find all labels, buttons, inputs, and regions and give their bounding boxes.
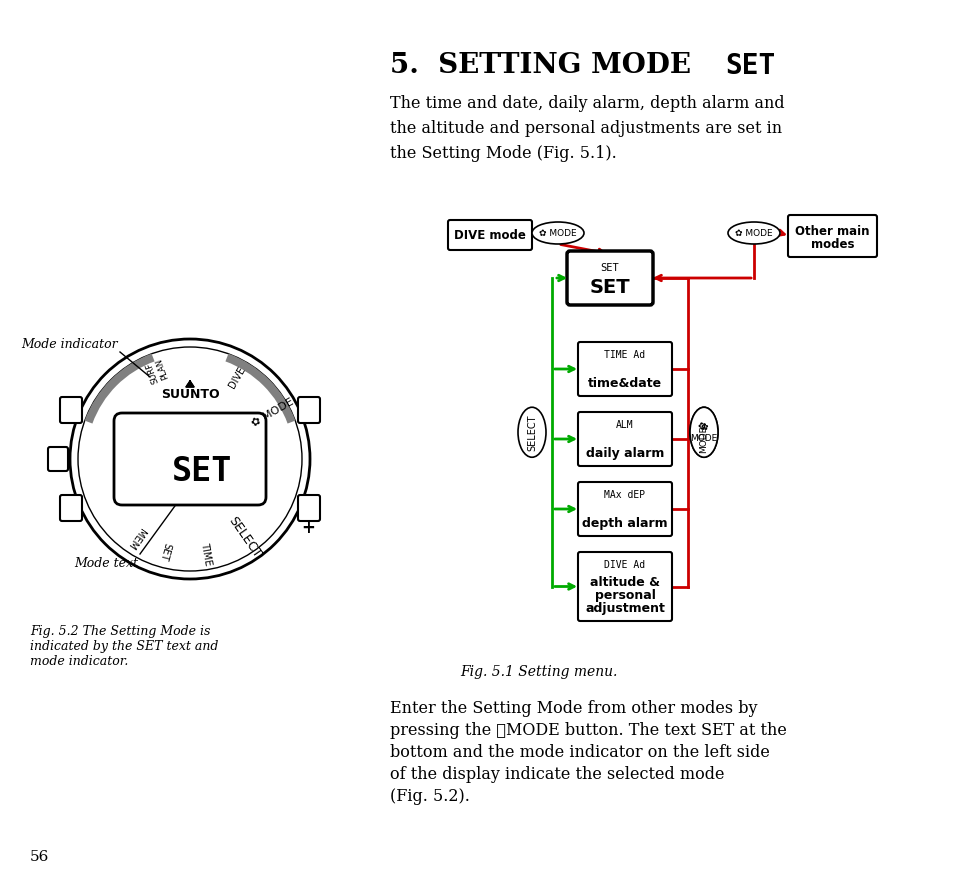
- Ellipse shape: [689, 407, 718, 457]
- Text: Fig. 5.2 The Setting Mode is
indicated by the SET text and
mode indicator.: Fig. 5.2 The Setting Mode is indicated b…: [30, 624, 218, 667]
- Text: 56: 56: [30, 849, 50, 863]
- Text: Mode text: Mode text: [74, 557, 138, 569]
- Text: SET: SET: [724, 52, 775, 80]
- Text: The time and date, daily alarm, depth alarm and
the altitude and personal adjust: The time and date, daily alarm, depth al…: [390, 95, 783, 162]
- FancyBboxPatch shape: [566, 252, 652, 306]
- FancyBboxPatch shape: [297, 398, 319, 423]
- FancyBboxPatch shape: [60, 398, 82, 423]
- Text: MAx dEP: MAx dEP: [604, 489, 645, 500]
- Text: MEM: MEM: [125, 525, 146, 550]
- Text: SET: SET: [172, 455, 233, 487]
- FancyBboxPatch shape: [297, 495, 319, 522]
- Text: time&date: time&date: [587, 377, 661, 390]
- FancyBboxPatch shape: [787, 216, 876, 258]
- FancyBboxPatch shape: [60, 495, 82, 522]
- Text: ✿ MODE: ✿ MODE: [735, 229, 772, 238]
- FancyBboxPatch shape: [578, 482, 671, 536]
- Text: Enter the Setting Mode from other modes by: Enter the Setting Mode from other modes …: [390, 699, 757, 716]
- Text: Fig. 5.1 Setting menu.: Fig. 5.1 Setting menu.: [459, 665, 617, 678]
- Text: Mode indicator: Mode indicator: [21, 338, 118, 350]
- Text: adjustment: adjustment: [584, 601, 664, 615]
- Text: daily alarm: daily alarm: [585, 447, 663, 459]
- Text: SELECT: SELECT: [526, 414, 537, 451]
- FancyBboxPatch shape: [448, 220, 532, 251]
- Text: Other main: Other main: [795, 226, 869, 238]
- Text: personal: personal: [594, 588, 655, 601]
- Polygon shape: [186, 382, 193, 387]
- FancyBboxPatch shape: [113, 414, 266, 506]
- Text: pressing the ⓂMODE button. The text SET at the: pressing the ⓂMODE button. The text SET …: [390, 721, 786, 738]
- Circle shape: [78, 348, 302, 572]
- Text: SELECT: SELECT: [225, 515, 263, 560]
- Text: SURF
PLAN: SURF PLAN: [145, 356, 171, 384]
- FancyBboxPatch shape: [48, 448, 68, 471]
- Ellipse shape: [532, 223, 583, 245]
- Text: TIME Ad: TIME Ad: [604, 349, 645, 360]
- Text: SUUNTO: SUUNTO: [160, 388, 219, 401]
- Text: DIVE mode: DIVE mode: [454, 229, 525, 242]
- Text: TIME: TIME: [199, 541, 213, 565]
- Ellipse shape: [727, 223, 780, 245]
- Text: altitude &: altitude &: [589, 575, 659, 588]
- Text: +: +: [301, 518, 314, 536]
- FancyBboxPatch shape: [578, 413, 671, 466]
- Text: ✿ MODE: ✿ MODE: [250, 396, 294, 428]
- Ellipse shape: [517, 407, 545, 457]
- FancyBboxPatch shape: [578, 552, 671, 622]
- Text: ✿
MODE: ✿ MODE: [690, 423, 717, 443]
- Text: ALM: ALM: [616, 420, 633, 429]
- Text: 5.  SETTING MODE: 5. SETTING MODE: [390, 52, 690, 79]
- Text: ✿: ✿: [699, 421, 708, 428]
- Ellipse shape: [689, 407, 718, 457]
- Text: MODE: MODE: [699, 425, 708, 452]
- Circle shape: [70, 340, 310, 579]
- Text: SET: SET: [158, 541, 172, 561]
- FancyBboxPatch shape: [578, 342, 671, 397]
- Text: SET: SET: [589, 277, 630, 297]
- Text: of the display indicate the selected mode: of the display indicate the selected mod…: [390, 765, 723, 782]
- Text: ✿ MODE: ✿ MODE: [538, 229, 577, 238]
- Text: DIVE Ad: DIVE Ad: [604, 559, 645, 569]
- Text: modes: modes: [810, 238, 853, 251]
- Text: SET: SET: [600, 263, 618, 273]
- Text: bottom and the mode indicator on the left side: bottom and the mode indicator on the lef…: [390, 743, 769, 760]
- Text: DIVE: DIVE: [227, 364, 248, 390]
- Text: (Fig. 5.2).: (Fig. 5.2).: [390, 787, 470, 804]
- Text: depth alarm: depth alarm: [581, 516, 667, 529]
